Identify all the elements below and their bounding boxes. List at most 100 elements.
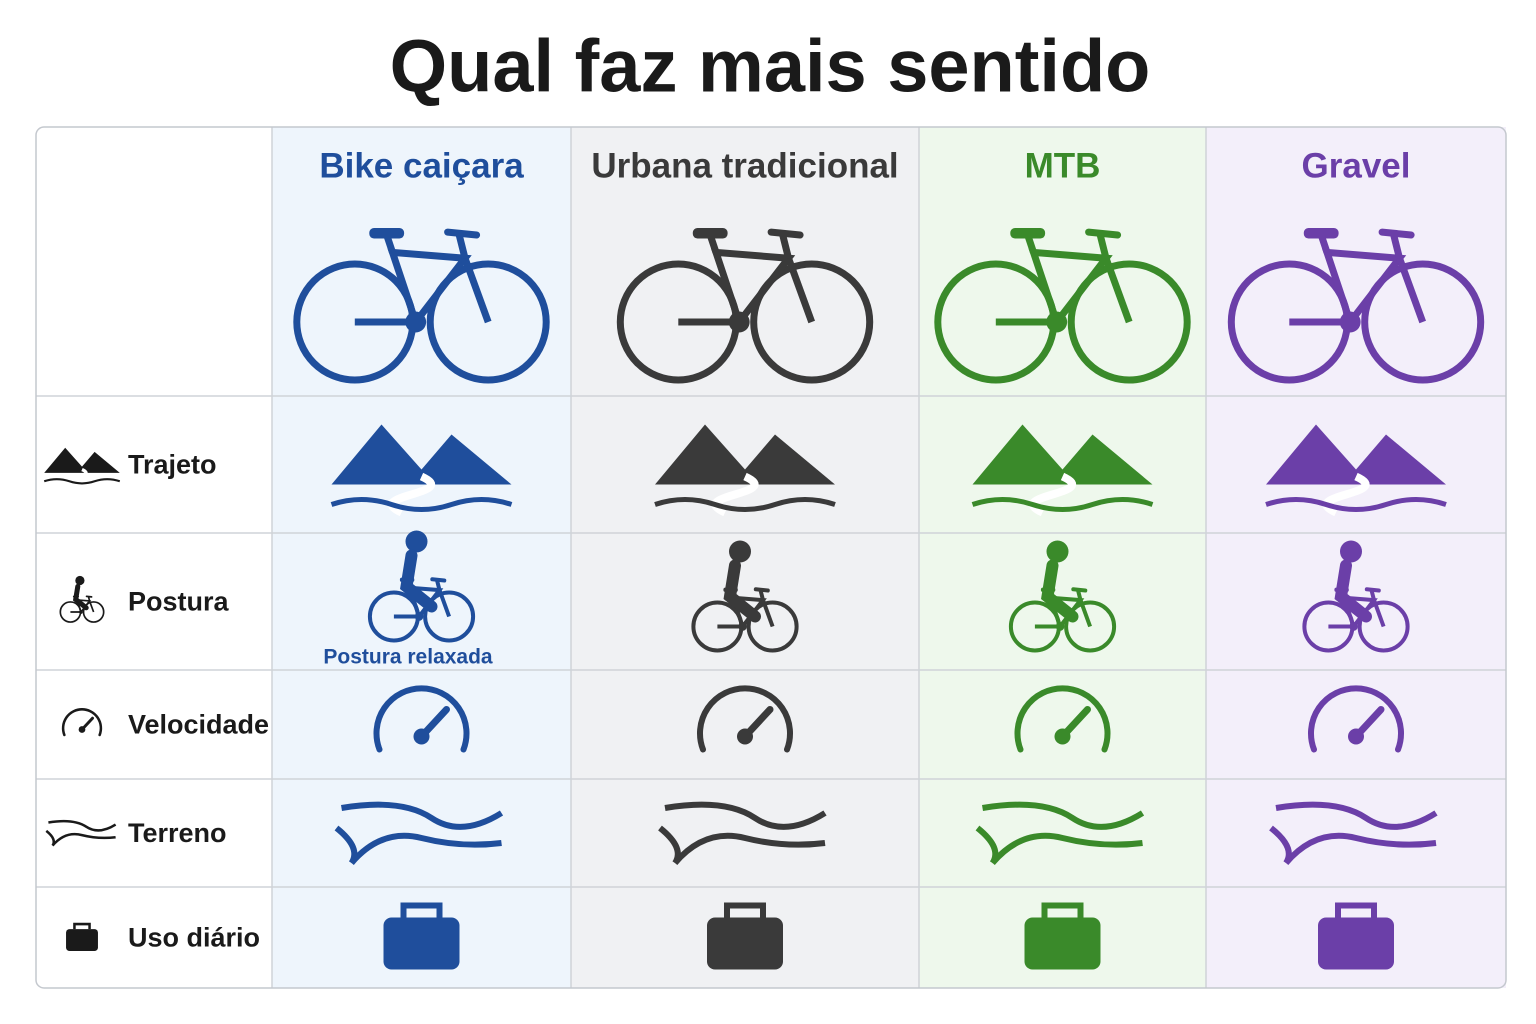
bike-illustration-part (1096, 234, 1110, 260)
row-label: Postura (128, 587, 230, 617)
table-border (35, 126, 1507, 989)
row-icon-part (414, 612, 424, 621)
row-icon-part (1357, 600, 1410, 653)
column-header: Bike caiçara (319, 146, 524, 185)
bike-illustration-part (461, 257, 492, 324)
row-icon-part (1054, 728, 1071, 745)
row-icon (1308, 685, 1404, 753)
row-icon-part (1334, 559, 1372, 623)
row-icon-part (738, 622, 747, 631)
row-icon-part (1014, 685, 1111, 753)
row-label: Terreno (128, 818, 227, 848)
row-label-icon-part (88, 600, 95, 613)
row-icon-part (405, 530, 428, 553)
row-label-icon-part (72, 583, 89, 611)
bike-illustration-part (1067, 260, 1191, 384)
row-icon-part (1308, 685, 1404, 753)
row-icon-part (413, 728, 430, 745)
bike-illustration-part (1339, 311, 1361, 333)
row-icon-part (729, 540, 751, 563)
row-icon-part (1349, 622, 1358, 631)
bike-illustration-part (728, 311, 750, 333)
row-icon (330, 424, 513, 517)
row-icon-part (971, 497, 1154, 512)
row-icon (658, 801, 827, 865)
bike-illustration-part (1010, 228, 1046, 239)
bike-illustration-part (1390, 234, 1403, 260)
row-label-icon (61, 708, 103, 737)
row-icon-part (1275, 801, 1438, 830)
row-icon-part (400, 902, 443, 918)
bike-illustration-part (369, 228, 405, 239)
row-icon-part (400, 549, 438, 613)
bike-illustration (616, 228, 874, 384)
title: Qual faz mais sentido (390, 25, 1151, 108)
row-icon-part (1372, 599, 1386, 628)
row-icon-part (1071, 587, 1088, 593)
row-label-icon-part (44, 447, 120, 473)
row-label-icon (59, 575, 105, 623)
row-icon-part (1041, 902, 1084, 918)
row-icon-part (1064, 600, 1117, 653)
row-icon-part (349, 832, 502, 865)
row-icon (707, 902, 783, 970)
row-icon-part (341, 801, 504, 830)
row-icon-part (655, 424, 835, 485)
row-icon-part (437, 589, 451, 618)
row-label-icon-part (43, 478, 121, 485)
row-icon-part (1265, 497, 1447, 512)
row-icon-part (330, 497, 513, 512)
row-icon-part (664, 801, 827, 830)
bike-illustration-part (1303, 228, 1339, 239)
row-label-icon-part (87, 596, 91, 602)
row-label-icon (43, 447, 121, 487)
row-icon-part (1041, 559, 1079, 623)
row-icon-part (1046, 540, 1069, 563)
row-icon-part (1055, 622, 1065, 631)
row-icon (1318, 902, 1394, 970)
column-header: Gravel (1302, 146, 1411, 185)
bike-illustration-part (750, 260, 874, 384)
row-icon-part (697, 685, 793, 753)
row-icon-part (435, 580, 442, 591)
bike-illustration-part (444, 228, 481, 239)
row-icon (367, 530, 476, 643)
row-icon-part (761, 599, 775, 628)
row-icon (697, 685, 793, 753)
bike-illustration-part (767, 228, 804, 239)
column-header: Urbana tradicional (591, 146, 898, 185)
row-icon-part (746, 600, 799, 653)
row-label-icon-part (45, 829, 56, 847)
row-icon-part (758, 590, 765, 601)
row-label-icon-part (66, 929, 98, 951)
row-label-icon-part (51, 832, 116, 847)
row-icon-part (972, 424, 1153, 485)
row-label-icon-part (78, 726, 86, 733)
bike-illustration-part (1046, 311, 1068, 333)
row-icon-part (430, 577, 447, 583)
annotation: Postura relaxada (323, 646, 493, 669)
row-icon-part (982, 801, 1145, 830)
row-label-icon-part (82, 601, 105, 623)
bike-illustration (293, 228, 550, 384)
row-icon-part (990, 832, 1143, 865)
row-icon (1008, 540, 1117, 653)
bike-illustration (934, 228, 1191, 384)
row-icon-part (1024, 917, 1101, 970)
row-icon-part (975, 825, 999, 865)
row-icon-part (1269, 825, 1292, 865)
row-label-icon-part (61, 708, 103, 737)
bike-illustration-part (1102, 257, 1133, 324)
row-icon-part (1076, 590, 1083, 601)
row-label-icon-part (48, 819, 117, 832)
row-icon-part (1348, 728, 1364, 745)
row-icon (1014, 685, 1111, 753)
row-icon-part (331, 424, 512, 485)
bike-illustration (1227, 228, 1485, 384)
row-icon-part (753, 587, 770, 593)
row-icon (373, 685, 470, 753)
bike-illustration-part (1378, 228, 1415, 239)
row-icon-part (1340, 540, 1362, 563)
row-icon (691, 540, 799, 653)
